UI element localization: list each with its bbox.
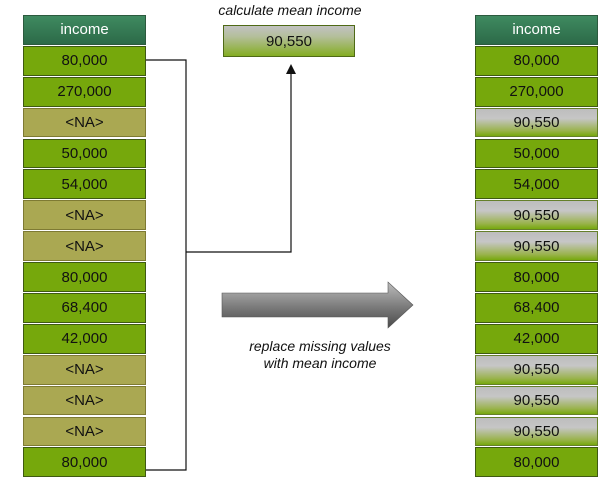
- right-cell-imputed: 90,550: [475, 416, 598, 447]
- left-cell-value: 80,000: [23, 45, 146, 76]
- left-cell-missing: <NA>: [23, 385, 146, 416]
- right-cell-value: 80,000: [475, 447, 598, 478]
- left-cell-missing: <NA>: [23, 354, 146, 385]
- left-cell-missing: <NA>: [23, 231, 146, 262]
- right-cell-imputed: 90,550: [475, 200, 598, 231]
- left-cell-value: 50,000: [23, 138, 146, 169]
- mean-caption: calculate mean income: [218, 2, 362, 18]
- left-cell-missing: <NA>: [23, 416, 146, 447]
- right-cell-imputed: 90,550: [475, 231, 598, 262]
- right-cell-value: 42,000: [475, 323, 598, 354]
- replace-arrow-icon: [221, 281, 414, 329]
- right-income-column: income 80,000 270,000 90,550 50,000 54,000 90…: [475, 15, 598, 478]
- right-cell-value: 50,000: [475, 138, 598, 169]
- left-cell-value: 80,000: [23, 262, 146, 292]
- right-cell-imputed: 90,550: [475, 107, 598, 138]
- mean-arrowhead-icon: [286, 64, 296, 74]
- right-cell-value: 80,000: [475, 45, 598, 76]
- mean-value-box: 90,550: [223, 25, 355, 57]
- replace-caption-line1: replace missing values: [249, 338, 391, 354]
- left-cell-value: 54,000: [23, 169, 146, 200]
- right-cell-imputed: 90,550: [475, 354, 598, 385]
- right-cell-imputed: 90,550: [475, 385, 598, 416]
- right-column-header: income: [475, 15, 598, 45]
- bracket-line: [146, 59, 187, 471]
- left-cell-missing: <NA>: [23, 200, 146, 231]
- left-income-column: income 80,000 270,000 <NA> 50,000 54,000 <NA>…: [23, 15, 146, 478]
- left-cell-value: 68,400: [23, 293, 146, 323]
- right-cell-value: 68,400: [475, 293, 598, 323]
- mean-connector-line: [186, 74, 292, 253]
- left-column-header: income: [23, 15, 146, 45]
- left-cell-value: 42,000: [23, 323, 146, 354]
- left-cell-value: 270,000: [23, 76, 146, 107]
- right-cell-value: 80,000: [475, 262, 598, 292]
- left-cell-missing: <NA>: [23, 107, 146, 138]
- replace-caption-line2: with mean income: [263, 355, 377, 371]
- right-cell-value: 54,000: [475, 169, 598, 200]
- left-cell-value: 80,000: [23, 447, 146, 478]
- right-cell-value: 270,000: [475, 76, 598, 107]
- replace-caption: replace missing values with mean income: [205, 338, 435, 372]
